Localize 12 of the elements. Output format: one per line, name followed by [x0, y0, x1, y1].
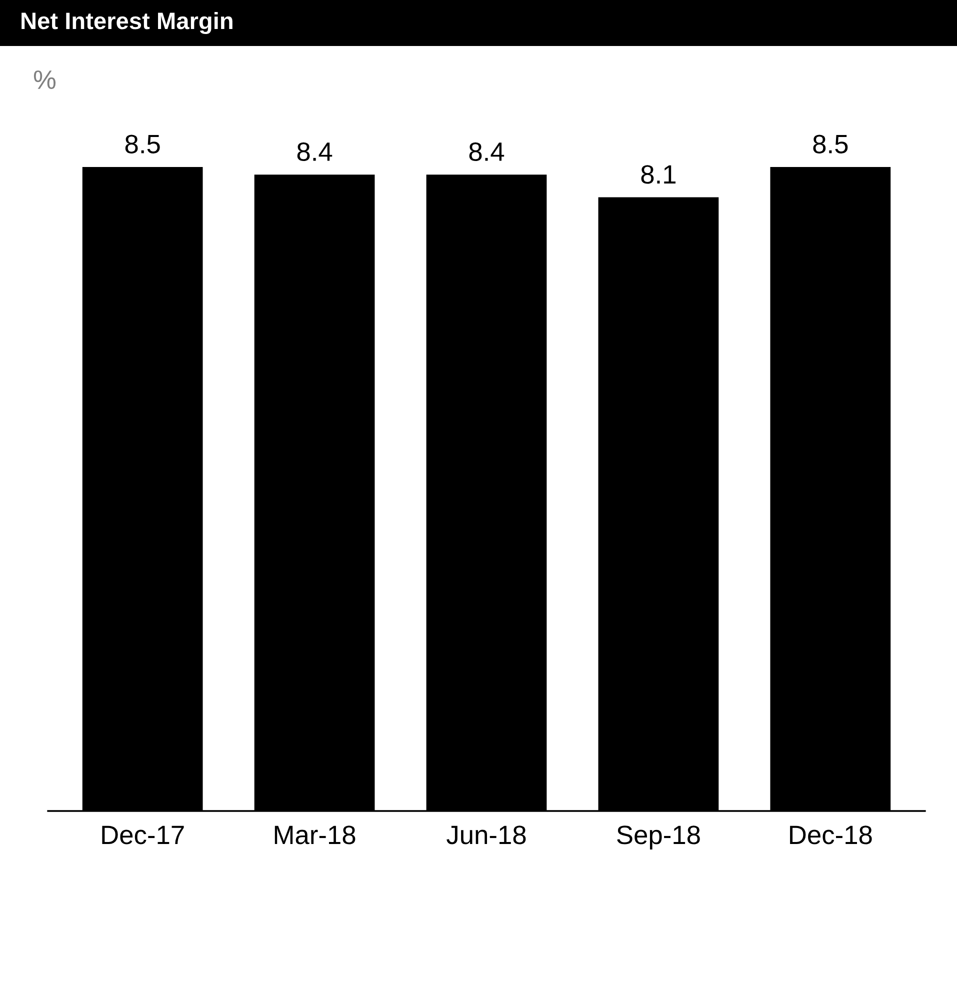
chart-title: Net Interest Margin — [22, 12, 232, 34]
data-label: 8.4 — [297, 142, 332, 162]
x-tick-label: Sep-18 — [617, 826, 700, 850]
data-label: 8.5 — [813, 134, 848, 154]
y-axis-title: % — [34, 70, 56, 89]
x-tick-label: Dec-18 — [790, 826, 872, 844]
data-label: 8.1 — [641, 165, 676, 184]
data-label: 8.4 — [469, 142, 504, 162]
x-tick-label: Mar-18 — [274, 826, 356, 844]
data-label: 8.5 — [125, 134, 160, 154]
x-tick-label: Jun-18 — [446, 826, 526, 844]
x-tick-label: Dec-17 — [102, 826, 184, 844]
